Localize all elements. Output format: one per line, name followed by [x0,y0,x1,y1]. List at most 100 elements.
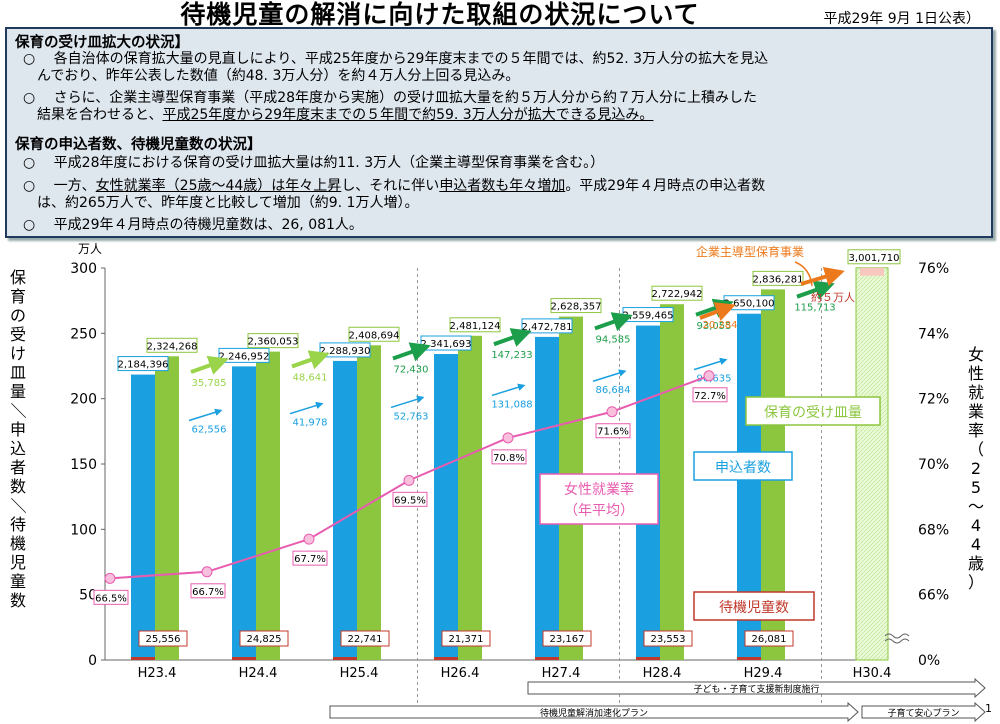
bar-applicants-H23.4 [131,374,155,660]
annotation-corporate-pointer [794,261,813,287]
label-box-supply [752,270,804,286]
arrow-applicant-increase [592,369,627,382]
legend-box-waitlist [693,591,815,621]
label-box-supply [550,298,602,314]
label-box-women-employment [692,387,728,403]
data-label-waitlist: 23,167 [550,634,585,645]
applicant-increase-label: 41,978 [293,418,328,429]
data-label-women-employment: 71.6% [597,427,629,438]
x-tick-label: H23.4 [138,666,177,681]
x-tick-label: H26.4 [441,666,480,681]
bullet-capacity-2-line2: 結果を合わせると、平成25年度から29年度末までの５年間で約59. 3万人分が拡… [23,107,654,123]
x-tick-label: H29.4 [744,666,783,681]
supply-increase-label: 35,785 [192,378,227,389]
label-box-applicants [521,318,573,334]
left-tick-label: 100 [70,522,97,538]
bullet-applicants-1: ○ 平成28年度における保育の受け皿拡大量は約11. 3万人（企業主導型保育事業… [23,155,605,171]
supply-increase-label: 94,585 [596,334,631,345]
left-tick-label: 250 [70,326,97,342]
legend-box-applicants [693,451,793,481]
bar-waitlist-H24.4 [232,657,256,660]
publish-date: 平成29年 9月 1日公表） [823,11,980,27]
bar-supply-H28.4 [660,304,684,660]
label-box-women-employment [392,491,428,507]
corporate-increase-label: 20,284 [703,320,738,331]
x-tick-label: H30.4 [853,666,892,681]
data-label-supply: 3,001,710 [849,253,900,264]
arrow-supply-increase [392,342,431,362]
data-label-applicants: 2,472,781 [522,322,573,333]
data-label-women-employment: 70.8% [493,453,525,464]
arrow-corporate-increase [699,302,736,321]
left-tick-label: 50 [79,588,97,604]
left-axis-unit: 万人 [78,242,102,256]
legend-applicants: 申込者数 [715,460,771,476]
x-tick-label: H27.4 [542,666,581,681]
data-label-supply: 2,836,281 [753,274,804,285]
arrow-applicant-increase [289,401,324,415]
data-label-women-employment: 67.7% [294,554,326,565]
annotation-corporate: 企業主導型保育事業 [696,244,804,259]
data-label-waitlist: 22,741 [348,634,383,645]
policy-arrow-relief-plan [861,701,986,723]
bar-waitlist-H25.4 [333,657,357,660]
section-heading-applicants: 保育の申込者数、待機児童数の状況】 [15,137,262,153]
applicant-increase-label: 131,088 [491,399,532,410]
bullet-applicants-2-line1: ○ 一方、女性就業率（25歳～44歳）は年々上昇し、それに伴い申込者数も年々増加… [23,178,766,194]
label-box-waitlist [340,630,390,647]
right-tick-label: 68% [918,522,949,538]
data-label-women-employment: 69.5% [394,495,426,506]
label-box-applicants [117,356,169,372]
summary-box: 保育の受け皿拡大の状況】 ○ 各自治体の保育拡大量の見直しにより、平成25年度か… [5,27,993,238]
label-box-supply [651,285,703,301]
legend-box-supply [745,396,881,426]
data-label-waitlist: 24,825 [247,634,282,645]
point-women-employment [201,566,213,578]
data-label-waitlist: 25,556 [146,634,181,645]
page-number: 1 [985,702,992,715]
x-tick-label: H24.4 [239,666,278,681]
point-women-employment [606,406,618,418]
policy-arrow-new-system-label: 子ども・子育て支援新制度施行 [693,683,819,695]
applicant-increase-label: 90,635 [697,374,732,385]
legend-women-employment-line2: （年平均） [564,503,634,519]
policy-arrow-new-system [527,677,986,699]
supply-increase-label: 48,641 [293,372,328,383]
data-label-supply: 2,408,694 [349,330,400,341]
supply-increase-label: 93,055 [697,321,732,332]
legend-women-employment-line1: 女性就業率 [564,481,634,498]
point-women-employment [104,572,116,584]
data-label-applicants: 2,288,930 [320,346,371,357]
label-box-waitlist [542,630,592,647]
data-label-waitlist: 21,371 [449,634,484,645]
left-tick-label: 0 [88,653,97,669]
axis-break-icon [884,633,910,644]
bar-supply-H25.4 [357,345,381,660]
bar-waitlist-H27.4 [535,657,559,660]
label-box-waitlist [744,630,794,647]
point-women-employment [502,432,514,444]
data-label-applicants: 2,341,693 [421,339,472,350]
label-box-applicants [218,347,270,363]
label-box-women-employment [292,550,328,566]
arrow-applicant-increase [693,357,728,371]
label-box-supply [847,249,901,265]
applicant-increase-label: 52,763 [394,411,429,422]
data-label-supply: 2,324,268 [147,341,198,352]
left-tick-label: 300 [70,261,97,277]
label-box-women-employment [491,449,527,465]
applicant-increase-label: 62,556 [192,424,227,435]
label-box-applicants [319,342,371,358]
legend-waitlist: 待機児童数 [719,599,789,616]
data-label-applicants: 2,559,465 [623,311,674,322]
bullet-capacity-1-line2: んでおり、昨年公表した数値（約48. 3万人分）を約４万人分上回る見込み。 [23,68,520,84]
point-women-employment [403,474,415,486]
policy-arrow-relief-plan-label: 子育て安心プラン [887,707,959,719]
arrow-applicant-increase [188,408,223,422]
arrow-supply-increase [190,355,229,375]
label-box-supply [146,337,198,353]
policy-arrow-acceleration-plan [329,701,859,723]
bullet-capacity-2-line1: ○ さらに、企業主導型保育事業（平成28年度から実施）の受け皿拡大量を約５万人分… [23,90,758,106]
right-tick-label: 72% [918,392,949,408]
